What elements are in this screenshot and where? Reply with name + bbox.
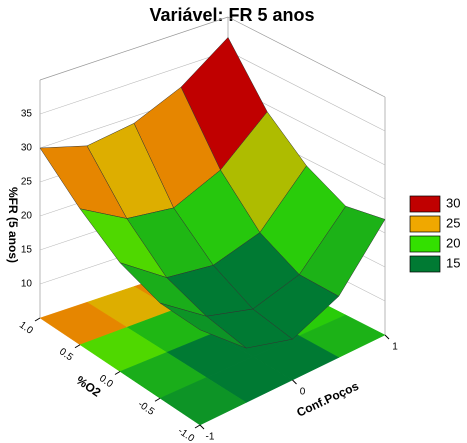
legend-swatch	[409, 255, 441, 273]
x-tick	[154, 397, 161, 402]
x-axis-label: %O2	[74, 373, 104, 400]
y-axis-label: Conf.Poços	[294, 379, 361, 420]
box-edge	[39, 16, 229, 81]
surface-patch	[159, 302, 247, 349]
x-tick-label: 0.5	[57, 346, 75, 363]
legend-label: 30	[446, 195, 460, 210]
legend-swatch	[409, 235, 441, 253]
box-edge	[227, 16, 386, 98]
legend-label: 20	[446, 235, 460, 250]
y-tick-label: -1	[206, 432, 215, 443]
y-tick	[292, 379, 297, 385]
chart-title: Variável: FR 5 anos	[149, 5, 314, 25]
legend-label: 25	[446, 215, 460, 230]
legend-swatch	[409, 195, 441, 213]
x-tick	[74, 344, 81, 349]
z-tick-label: 30	[21, 143, 33, 154]
x-tick-label: -0.5	[136, 399, 157, 418]
x-tick-label: 1.0	[17, 320, 35, 337]
floor-contour	[159, 377, 247, 426]
y-tick	[384, 334, 390, 340]
x-tick	[194, 424, 201, 429]
x-tick	[34, 317, 41, 322]
z-tick-label: 15	[21, 245, 33, 256]
z-axis-label: %FR (5 anos)	[6, 187, 20, 263]
z-tick-label: 25	[21, 177, 33, 188]
y-tick-label: 1	[392, 342, 398, 353]
y-tick	[199, 424, 205, 430]
y-tick-label: 0	[300, 387, 306, 398]
z-tick-label: 35	[21, 109, 33, 120]
legend-swatch	[409, 215, 441, 233]
z-tick-label: 10	[21, 279, 33, 290]
z-tick-label: 20	[21, 211, 33, 222]
x-tick	[114, 371, 121, 375]
legend-label: 15	[446, 255, 460, 270]
x-tick-label: -1.0	[176, 426, 197, 443]
